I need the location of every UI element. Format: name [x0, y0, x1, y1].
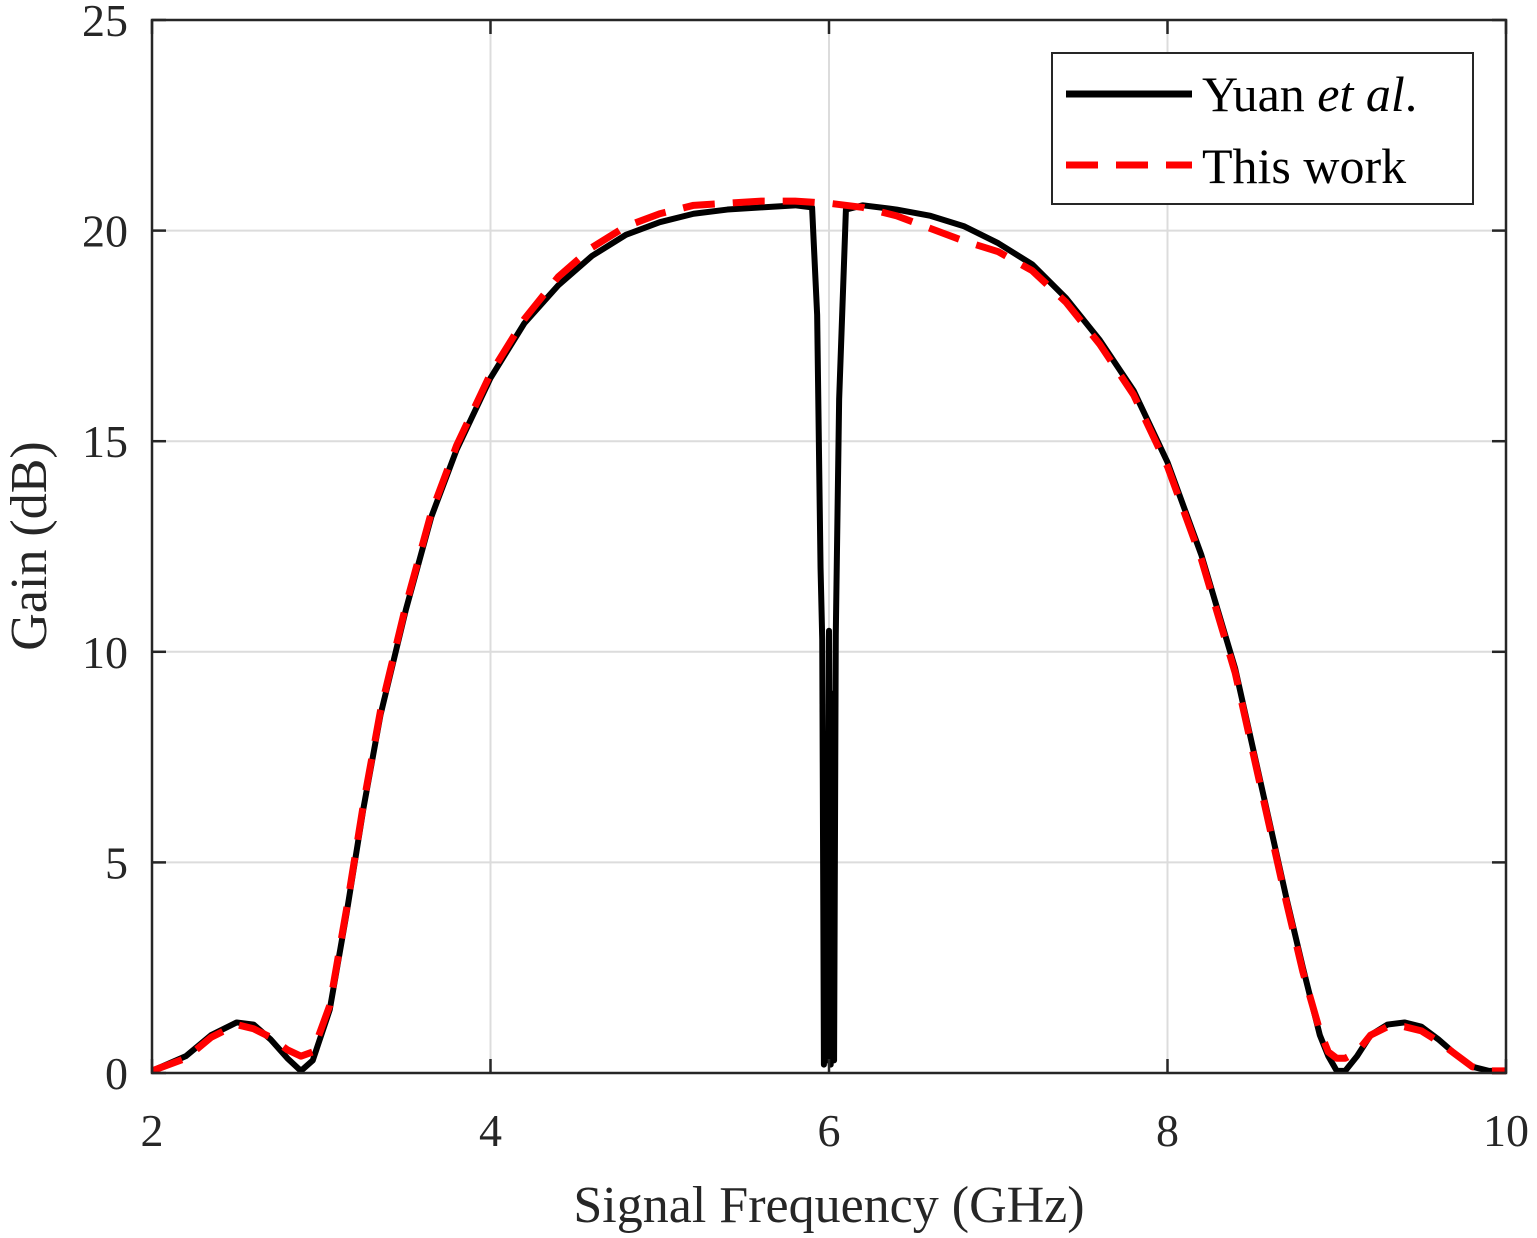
y-tick-label: 15: [82, 416, 128, 467]
tick-labels: 2 4 6 8 10 0 5 10 15 20 25: [82, 0, 1529, 1156]
x-tick-label: 10: [1483, 1105, 1529, 1156]
legend-yuan-end: .: [1405, 66, 1418, 122]
legend-label-this-work: This work: [1202, 138, 1406, 194]
x-tick-label: 4: [479, 1105, 502, 1156]
ticks: [150, 18, 1508, 1075]
plot-area: [150, 197, 1506, 1075]
y-axis-title: Gain (dB): [1, 441, 58, 650]
legend-yuan-main: Yuan: [1202, 66, 1317, 122]
y-tick-label: 0: [105, 1048, 128, 1099]
legend-box: [1051, 52, 1474, 205]
legend-label-yuan: Yuan et al.: [1202, 66, 1417, 122]
x-tick-label: 6: [818, 1105, 841, 1156]
y-tick-label: 20: [82, 206, 128, 257]
x-tick-label: 2: [141, 1105, 164, 1156]
legend-yuan-italic: et al: [1317, 66, 1404, 122]
legend: Yuan et al. This work: [1051, 52, 1474, 205]
x-axis-title: Signal Frequency (GHz): [573, 1177, 1084, 1234]
y-tick-label: 5: [105, 837, 128, 888]
y-tick-label: 25: [82, 0, 128, 46]
y-tick-label: 10: [82, 627, 128, 678]
x-tick-label: 8: [1156, 1105, 1179, 1156]
